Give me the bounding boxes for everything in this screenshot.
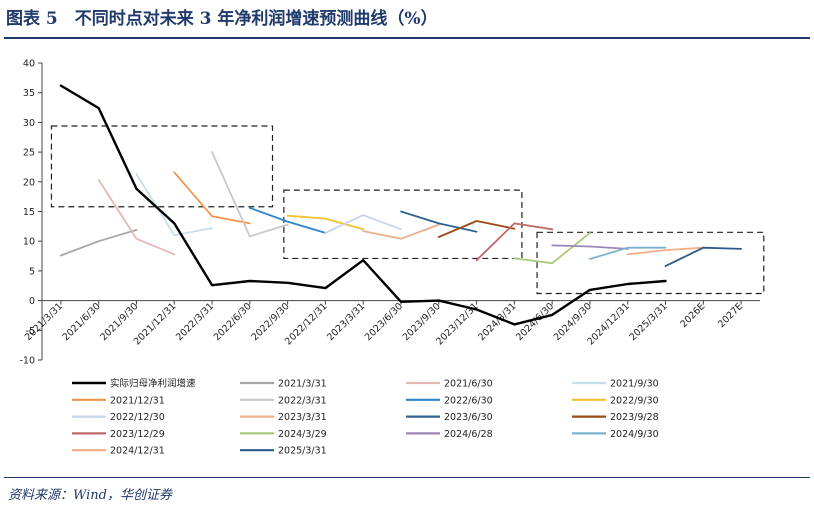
y-tick-label: -10 [19, 356, 35, 367]
series-line [513, 232, 591, 265]
legend-label: 2021/6/30 [444, 379, 493, 390]
legend-item: 2024/12/31 [72, 446, 165, 457]
legend-item: 2021/3/31 [240, 379, 327, 390]
y-tick-label: 40 [23, 59, 35, 70]
legend-label: 实际归母净利润增速 [110, 378, 196, 390]
title-rule [4, 37, 810, 39]
series-line [59, 84, 667, 326]
x-tick-label: 2027E [716, 301, 745, 330]
legend-item: 2022/9/30 [572, 395, 659, 406]
legend-item: 2024/3/29 [240, 429, 327, 440]
legend-label: 2023/6/30 [444, 412, 493, 423]
x-tick-label: 2023/3/31 [325, 301, 367, 343]
series-line [664, 246, 742, 267]
series-line [551, 244, 629, 250]
highlight-box [536, 231, 765, 295]
legend-item: 2022/6/30 [406, 395, 493, 406]
y-tick-label: 20 [23, 177, 35, 188]
legend-label: 2023/3/31 [278, 412, 327, 423]
series-line [286, 214, 365, 231]
series-line [324, 214, 402, 234]
legend-item: 2022/3/31 [240, 395, 327, 406]
legend-item: 2025/3/31 [240, 446, 327, 457]
series-line [97, 179, 176, 256]
series-line [135, 173, 213, 237]
source-note: 资料来源：Wind，华创证券 [8, 488, 172, 503]
legend-item: 2023/3/31 [240, 412, 327, 423]
y-tick-label: 10 [23, 237, 35, 248]
x-tick-label: 2022/6/30 [212, 301, 254, 343]
y-tick-label: 30 [23, 118, 35, 129]
legend-label: 2022/9/30 [610, 395, 659, 406]
series-line [60, 229, 138, 257]
y-tick-label: -5 [26, 326, 35, 337]
legend-item: 2023/12/29 [72, 429, 165, 440]
series-line [362, 223, 440, 240]
legend-label: 2021/12/31 [110, 395, 165, 406]
series-line [437, 220, 516, 238]
x-tick-label: 2021/6/30 [61, 301, 103, 343]
legend-item: 2024/9/30 [572, 429, 659, 440]
x-tick-label: 2026E [678, 301, 707, 330]
legend-label: 2024/3/29 [278, 429, 327, 440]
x-tick-label: 2022/3/31 [174, 301, 216, 343]
x-tick-label: 2024/3/31 [476, 301, 518, 343]
legend-label: 2022/3/31 [278, 395, 327, 406]
footer-rule [4, 477, 810, 478]
series-line [248, 207, 327, 234]
y-tick-label: 5 [29, 266, 35, 277]
y-tick-label: 0 [29, 296, 35, 307]
legend-label: 2022/6/30 [444, 395, 493, 406]
series-line [589, 246, 667, 260]
legend-item: 2021/9/30 [572, 379, 659, 390]
series-line [626, 246, 705, 256]
legend-label: 2021/3/31 [278, 379, 327, 390]
x-tick-label: 2021/3/31 [23, 301, 65, 343]
legend-item: 实际归母净利润增速 [72, 378, 196, 390]
chart-title: 图表 5 不同时点对未来 3 年净利润增速预测曲线（%） [6, 9, 438, 29]
highlight-box [283, 189, 523, 260]
y-tick-label: 15 [23, 207, 35, 218]
legend-label: 2024/12/31 [110, 446, 165, 457]
series-line [400, 210, 478, 233]
series-line [475, 222, 554, 262]
legend-label: 2022/12/30 [110, 412, 165, 423]
y-tick-label: 35 [23, 88, 35, 99]
legend-item: 2023/6/30 [406, 412, 493, 423]
legend-item: 2023/9/28 [572, 412, 659, 423]
legend-label: 2023/9/28 [610, 412, 659, 423]
legend-label: 2024/9/30 [610, 429, 659, 440]
legend-label: 2021/9/30 [610, 379, 659, 390]
legend-label: 2025/3/31 [278, 446, 327, 457]
y-tick-label: 25 [23, 148, 35, 159]
line-chart: -10-505101520253035402021/3/312021/6/302… [19, 59, 765, 457]
legend-item: 2021/12/31 [72, 395, 165, 406]
highlight-box [50, 125, 274, 208]
series-line [211, 151, 289, 238]
series-line [173, 171, 251, 225]
legend-item: 2021/6/30 [406, 379, 493, 390]
legend-item: 2024/6/28 [406, 429, 493, 440]
legend-label: 2023/12/29 [110, 429, 165, 440]
x-tick-label: 2025/3/31 [627, 301, 669, 343]
legend-item: 2022/12/30 [72, 412, 165, 423]
x-tick-label: 2023/6/30 [363, 301, 405, 343]
legend-label: 2024/6/28 [444, 429, 493, 440]
